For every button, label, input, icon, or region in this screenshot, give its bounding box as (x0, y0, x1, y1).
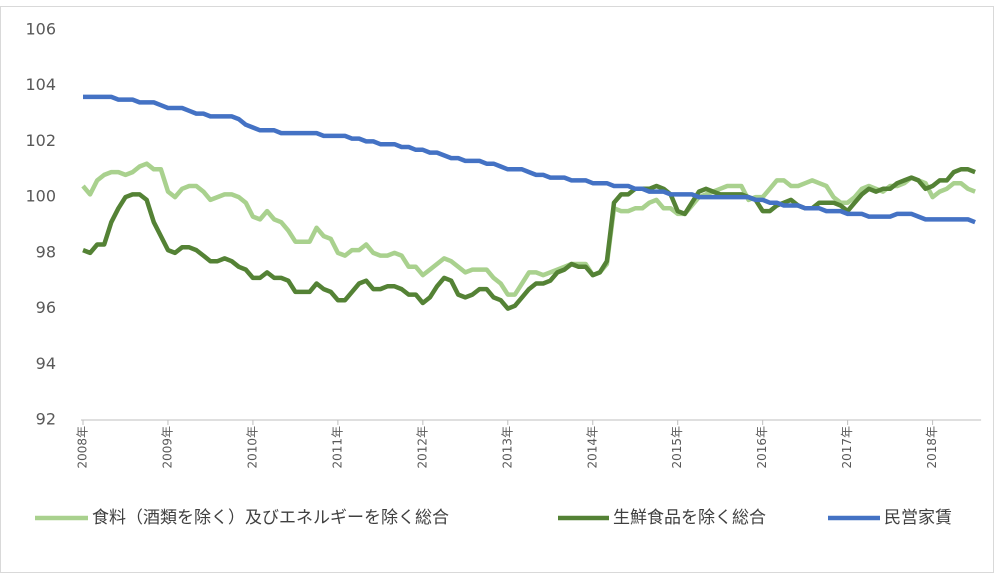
x-tick-label: 2014年 (585, 426, 599, 469)
x-tick-label: 2016年 (755, 426, 769, 469)
x-tick-label: 2018年 (925, 426, 939, 469)
legend-label: 民営家賃 (884, 508, 952, 528)
x-tick-label: 2017年 (840, 426, 854, 469)
x-tick-label: 2008年 (76, 426, 90, 469)
legend-label: 生鮮食品を除く総合 (613, 508, 766, 528)
x-tick-label: 2015年 (670, 426, 684, 469)
series-line (81, 161, 976, 297)
y-tick-label: 98 (36, 242, 56, 261)
y-tick-label: 96 (36, 298, 56, 317)
chart-frame (0, 6, 994, 573)
y-tick-label: 100 (25, 187, 56, 206)
x-tick-label: 2010年 (245, 426, 259, 469)
x-tick-label: 2013年 (500, 426, 514, 469)
y-tick-label: 94 (36, 354, 56, 373)
y-tick-label: 102 (25, 131, 56, 150)
series-line (83, 94, 976, 225)
x-tick-label: 2009年 (160, 426, 174, 469)
y-tick-label: 92 (36, 410, 56, 429)
x-tick-label: 2011年 (330, 426, 344, 469)
y-tick-label: 106 (25, 20, 56, 39)
y-tick-label: 104 (25, 75, 56, 94)
x-tick-label: 2012年 (415, 426, 429, 469)
legend-label: 食料（酒類を除く）及びエネルギーを除く総合 (92, 508, 449, 528)
series-line (82, 167, 976, 311)
